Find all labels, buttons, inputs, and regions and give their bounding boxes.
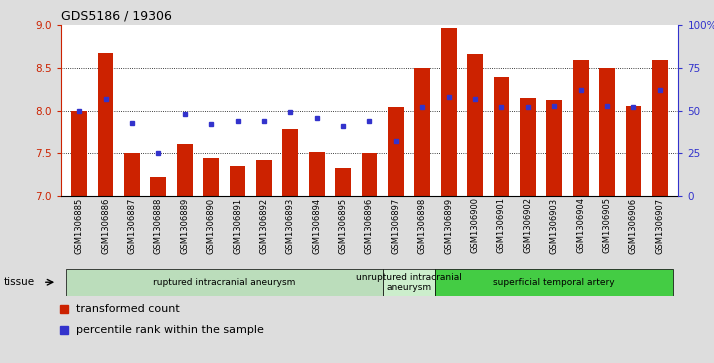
Bar (414, 68, 431, 196)
Bar (383, 269, 436, 296)
Text: GSM1306905: GSM1306905 (603, 197, 611, 253)
Bar (436, 269, 673, 296)
Text: GSM1306907: GSM1306907 (655, 197, 664, 254)
Text: GSM1306895: GSM1306895 (338, 197, 348, 254)
Bar (124, 153, 140, 196)
Bar (388, 107, 404, 196)
Text: percentile rank within the sample: percentile rank within the sample (76, 325, 264, 335)
Bar (520, 98, 536, 196)
Text: GSM1306903: GSM1306903 (550, 197, 559, 254)
Text: GSM1306896: GSM1306896 (365, 197, 374, 254)
Text: GSM1306899: GSM1306899 (444, 197, 453, 254)
Bar (71, 111, 87, 196)
Text: GSM1306891: GSM1306891 (233, 197, 242, 254)
Text: GSM1306892: GSM1306892 (259, 197, 268, 254)
Text: GSM1306890: GSM1306890 (206, 197, 216, 254)
Bar (335, 168, 351, 196)
Text: GSM1306897: GSM1306897 (391, 197, 401, 254)
Text: GSM1306900: GSM1306900 (471, 197, 480, 253)
Text: GSM1306894: GSM1306894 (312, 197, 321, 254)
Text: GSM1306888: GSM1306888 (154, 197, 163, 254)
Bar (256, 160, 272, 196)
Bar (283, 130, 298, 196)
Text: GSM1306893: GSM1306893 (286, 197, 295, 254)
Text: ruptured intracranial aneurysm: ruptured intracranial aneurysm (153, 278, 296, 287)
Bar (361, 153, 378, 196)
Bar (652, 60, 668, 196)
Bar (177, 144, 193, 196)
Text: superficial temporal artery: superficial temporal artery (493, 278, 615, 287)
Text: transformed count: transformed count (76, 304, 180, 314)
Bar (546, 101, 562, 196)
Bar (573, 60, 588, 196)
Text: GSM1306904: GSM1306904 (576, 197, 585, 253)
Text: GDS5186 / 19306: GDS5186 / 19306 (61, 10, 171, 23)
Text: GSM1306906: GSM1306906 (629, 197, 638, 254)
Text: GSM1306885: GSM1306885 (75, 197, 84, 254)
Text: tissue: tissue (4, 277, 35, 287)
Text: GSM1306889: GSM1306889 (180, 197, 189, 254)
Bar (66, 269, 383, 296)
Bar (308, 152, 325, 196)
Bar (151, 177, 166, 196)
Bar (493, 77, 509, 196)
Text: GSM1306887: GSM1306887 (128, 197, 136, 254)
Bar (230, 166, 246, 196)
Text: GSM1306902: GSM1306902 (523, 197, 533, 253)
Text: unruptured intracranial
aneurysm: unruptured intracranial aneurysm (356, 273, 462, 292)
Bar (467, 54, 483, 196)
Bar (441, 28, 456, 196)
Text: GSM1306886: GSM1306886 (101, 197, 110, 254)
Bar (625, 106, 641, 196)
Text: GSM1306901: GSM1306901 (497, 197, 506, 253)
Text: GSM1306898: GSM1306898 (418, 197, 427, 254)
Bar (599, 68, 615, 196)
Bar (98, 53, 114, 196)
Bar (203, 158, 219, 196)
